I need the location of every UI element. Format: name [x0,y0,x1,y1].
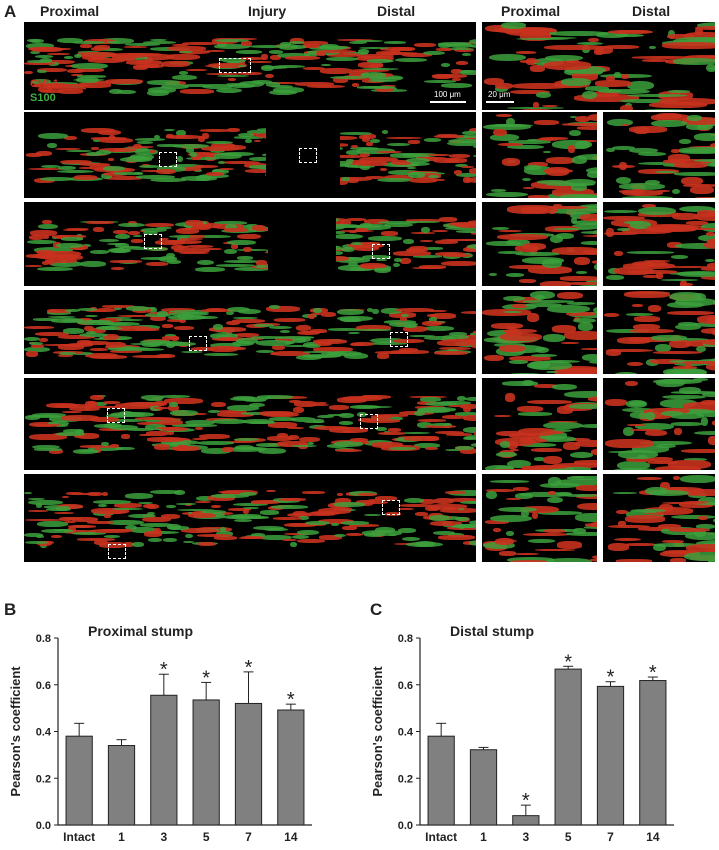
distal-ytick-label: 0.2 [398,773,413,785]
micrograph-zoom-distal-5-days [603,290,715,374]
distal-ytick-label: 0.4 [398,727,414,739]
column-header-zoom-distal: Distal [632,3,671,19]
distal-bar-3 [512,815,540,826]
proximal-bar-7 [234,702,263,826]
row-label-3-days: 3 days [4,220,20,264]
region-of-interest-box [189,336,207,351]
proximal-ytick-label: 0.0 [36,820,51,832]
distal-bar-1 [469,749,498,826]
injury-gap [266,112,340,198]
proximal-ytick-label: 0.6 [36,680,51,692]
micrograph-overview-intact [24,22,476,110]
row-label-1-day: 1 day [4,138,20,174]
micrograph-zoom-proximal-14-days [482,474,597,562]
micrograph-overview-3-days [24,202,476,286]
proximal-ytick-label: 0.8 [36,633,51,645]
micrograph-zoom-proximal-3-days [482,202,597,286]
micrograph-zoom-distal-3-days [603,202,715,286]
micrograph-zoom-proximal-7-days [482,378,597,470]
distal-significance-marker: * [564,651,572,673]
region-of-interest-box [144,234,162,249]
region-of-interest-box [390,332,408,347]
scale-bar-100um [430,101,466,103]
proximal-bar-Intact [65,735,93,826]
proximal-bar-3 [150,694,178,826]
proximal-title: Proximal stump [88,623,193,639]
micrograph-zoom-proximal-5-days [482,290,597,374]
proximal-bar-1 [107,745,136,826]
micrograph-overview-14-days [24,474,476,562]
chart-distal-stump: Distal stump Pearson's coefficient 0.0 0.2 0… [370,623,674,844]
region-of-interest-box [360,414,378,429]
proximal-significance-marker: * [160,659,168,681]
panel-b-letter: B [4,600,17,619]
distal-significance-marker: * [607,667,615,689]
column-header-injury: Injury [248,3,287,19]
micrograph-zoom-proximal-1-day [482,112,597,198]
proximal-xtick-label: 7 [245,830,252,844]
column-header-proximal: Proximal [40,3,100,19]
proximal-xtick-label: 3 [160,830,167,844]
proximal-xtick-label: 1 [118,830,125,844]
distal-bar-5 [554,668,582,826]
distal-significance-marker: * [522,790,530,812]
micrograph-zoom-distal-1-day [603,112,715,198]
distal-bar-14 [639,680,667,826]
distal-xtick-label: 1 [480,830,487,844]
chart-proximal-stump: Proximal stump Pearson's coefficient 0.0 0.… [8,623,312,844]
micrograph-zoom-intact [482,22,715,110]
micrograph-overview-5-days [24,290,476,374]
proximal-xtick-label: Intact [63,830,95,844]
micrograph-zoom-distal-14-days [603,474,715,562]
distal-xtick-label: 14 [646,830,660,844]
distal-xtick-label: 7 [607,830,614,844]
proximal-significance-marker: * [202,667,210,689]
legend-chl1: CHL1 [30,78,59,90]
distal-xtick-label: 3 [522,830,529,844]
proximal-ytick-label: 0.4 [36,727,52,739]
row-label-intact: Intact [4,52,20,90]
region-of-interest-box [159,152,177,167]
micrograph-overview-1-day [24,112,476,198]
proximal-ytick-label: 0.2 [36,773,51,785]
region-of-interest-box [108,544,126,559]
proximal-xtick-label: 14 [284,830,298,844]
column-header-distal: Distal [377,3,416,19]
region-of-interest-box [107,408,125,423]
row-label-14-days: 14 days [4,482,20,534]
column-header-zoom-proximal: Proximal [501,3,561,19]
distal-ytick-label: 0.0 [398,820,413,832]
distal-significance-marker: * [649,662,657,684]
proximal-bar-5 [192,699,220,826]
injury-gap [268,202,336,286]
distal-xtick-label: 5 [565,830,572,844]
row-label-5-days: 5 days [4,308,20,352]
panel-a-letter: A [4,2,17,21]
proximal-xtick-label: 5 [203,830,210,844]
scale-bar-20um [486,101,514,103]
proximal-significance-marker: * [287,689,295,711]
legend-s100: S100 [30,92,56,104]
region-of-interest-box [219,58,251,73]
scale-label-20um: 20 μm [488,90,511,99]
region-of-interest-box [299,148,317,163]
distal-title: Distal stump [450,623,534,639]
distal-xtick-label: Intact [425,830,457,844]
proximal-bar-14 [277,709,305,826]
micrograph-zoom-distal-7-days [603,378,715,470]
row-label-7-days: 7 days [4,394,20,438]
distal-bar-Intact [427,735,455,826]
panel-c-letter: C [370,600,383,619]
scale-label-100um: 100 μm [434,90,461,99]
region-of-interest-box [372,244,390,259]
distal-ytick-label: 0.6 [398,680,413,692]
region-of-interest-box [382,500,400,515]
distal-ylabel: Pearson's coefficient [370,666,385,797]
micrograph-overview-7-days [24,378,476,470]
proximal-significance-marker: * [245,657,253,679]
proximal-ylabel: Pearson's coefficient [8,666,23,797]
distal-bar-7 [596,685,625,826]
distal-ytick-label: 0.8 [398,633,413,645]
